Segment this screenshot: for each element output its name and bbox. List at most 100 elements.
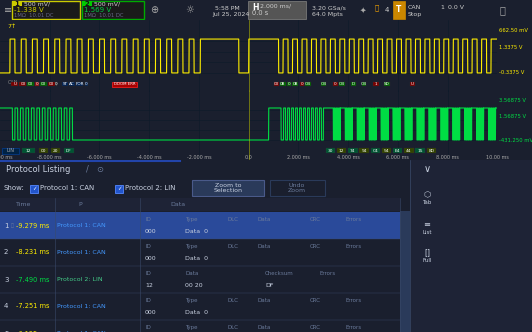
Text: 20: 20 — [53, 149, 59, 153]
Text: ID: ID — [145, 298, 151, 303]
Text: E4: E4 — [395, 149, 401, 153]
Text: Stop: Stop — [408, 12, 422, 17]
Text: 1MΩ  10.01 DC: 1MΩ 10.01 DC — [84, 13, 123, 18]
Text: 000: 000 — [145, 310, 156, 315]
Text: -1.338 V: -1.338 V — [14, 7, 44, 13]
Text: CAN: CAN — [7, 80, 18, 85]
Text: 0: 0 — [85, 82, 88, 86]
Text: OB: OB — [305, 82, 311, 86]
Text: 00 20: 00 20 — [185, 283, 203, 288]
Text: -431.250 mV: -431.250 mV — [498, 137, 532, 142]
Text: Protocol 1: CAN: Protocol 1: CAN — [57, 331, 106, 332]
Text: Time: Time — [16, 202, 31, 207]
Bar — [410, 82, 415, 87]
Text: Full: Full — [422, 259, 431, 264]
Text: 1: 1 — [4, 222, 9, 228]
Bar — [12, 1, 22, 6]
Bar — [35, 82, 39, 87]
Text: Protocol 1: CAN: Protocol 1: CAN — [57, 250, 106, 255]
Text: 94: 94 — [361, 149, 367, 153]
Text: 0: 0 — [287, 82, 290, 86]
Bar — [292, 82, 298, 87]
Text: 1.56875 V: 1.56875 V — [498, 114, 526, 119]
Text: 7↑: 7↑ — [7, 24, 16, 29]
Text: 64.0 Mpts: 64.0 Mpts — [312, 12, 343, 17]
Text: CRC: CRC — [310, 298, 321, 303]
Bar — [0, 198, 400, 211]
Text: DLC: DLC — [228, 298, 239, 303]
Text: ✓: ✓ — [117, 187, 121, 192]
Text: C4: C4 — [372, 149, 378, 153]
Text: Data: Data — [185, 271, 198, 276]
Bar — [0, 160, 532, 178]
Text: 00: 00 — [40, 149, 46, 153]
Bar — [415, 148, 425, 153]
Text: 2: 2 — [85, 1, 89, 7]
Text: -2.000 ms: -2.000 ms — [187, 155, 211, 160]
Text: H: H — [252, 4, 259, 13]
Bar — [273, 82, 279, 87]
Bar — [51, 148, 61, 153]
Text: 500 mV/: 500 mV/ — [24, 2, 50, 7]
Bar — [0, 293, 400, 320]
Bar — [192, 180, 264, 196]
Text: 10.00 ms: 10.00 ms — [486, 155, 509, 160]
Bar — [248, 1, 306, 19]
Text: 500 mV/: 500 mV/ — [94, 2, 120, 7]
Text: ≡: ≡ — [4, 5, 12, 15]
Bar — [393, 148, 402, 153]
Text: Errors: Errors — [345, 325, 361, 330]
Bar — [339, 82, 345, 87]
Text: 74: 74 — [350, 149, 356, 153]
Text: Data  0: Data 0 — [185, 256, 208, 261]
Text: -8.000 ms: -8.000 ms — [37, 155, 62, 160]
Text: 1.3375 V: 1.3375 V — [498, 45, 522, 50]
Text: 8.000 ms: 8.000 ms — [436, 155, 459, 160]
Text: Show:: Show: — [4, 185, 25, 191]
Text: 2.000 ms: 2.000 ms — [287, 155, 310, 160]
Bar — [351, 82, 356, 87]
Text: 00: 00 — [20, 82, 26, 86]
Bar — [76, 82, 84, 87]
Bar — [30, 185, 38, 193]
Bar — [333, 82, 338, 87]
Text: -6.195 ms: -6.195 ms — [16, 330, 49, 332]
Text: 8D: 8D — [428, 149, 434, 153]
Text: Protocol Listing: Protocol Listing — [6, 164, 70, 174]
Text: 000: 000 — [145, 229, 156, 234]
Text: LIN: LIN — [7, 148, 15, 153]
Text: Type: Type — [185, 325, 197, 330]
Bar — [305, 82, 311, 87]
Text: Errors: Errors — [345, 298, 361, 303]
Text: 1.569 V: 1.569 V — [84, 7, 111, 13]
Text: CAN: CAN — [408, 5, 421, 10]
Text: ID: ID — [145, 217, 151, 222]
Text: 30: 30 — [328, 149, 333, 153]
Text: 54: 54 — [384, 149, 389, 153]
Text: 4: 4 — [385, 7, 389, 13]
Text: Errors: Errors — [345, 244, 361, 249]
Text: ∨: ∨ — [423, 164, 430, 174]
Bar — [56, 82, 57, 87]
Text: CRC: CRC — [310, 325, 321, 330]
Text: ☼: ☼ — [185, 5, 194, 15]
Bar — [19, 82, 27, 87]
Bar — [382, 148, 391, 153]
Text: Protocol 1: CAN: Protocol 1: CAN — [57, 304, 106, 309]
Text: 5: 5 — [4, 330, 9, 332]
Bar — [300, 82, 304, 87]
Bar — [0, 178, 532, 198]
Text: 12: 12 — [145, 283, 153, 288]
Text: Type: Type — [185, 298, 197, 303]
Bar — [62, 82, 68, 87]
Bar — [38, 148, 48, 153]
Text: 2: 2 — [4, 250, 9, 256]
Bar — [360, 148, 369, 153]
Bar — [384, 82, 390, 87]
Text: U: U — [13, 82, 16, 86]
Text: AC: AC — [69, 82, 74, 86]
Text: Data  0: Data 0 — [185, 310, 208, 315]
Text: 1MΩ  10.01 DC: 1MΩ 10.01 DC — [14, 13, 54, 18]
Text: /: / — [86, 164, 89, 174]
Text: 00: 00 — [28, 82, 34, 86]
